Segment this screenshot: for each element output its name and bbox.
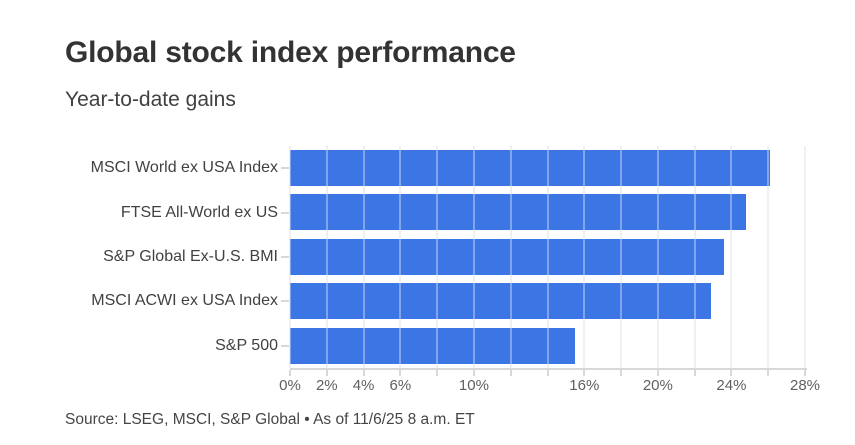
x-axis-tick-label: 6% [389, 377, 412, 394]
x-axis-tick [289, 370, 291, 376]
x-axis-tick [472, 370, 475, 376]
x-axis-tick-label: 0% [279, 377, 301, 394]
source-note: Source: LSEG, MSCI, S&P Global • As of 1… [65, 411, 475, 428]
x-axis-tick-label: 10% [458, 377, 489, 394]
x-axis-tick-label: 4% [352, 377, 375, 394]
category-label: MSCI World ex USA Index [90, 159, 278, 177]
x-axis-line [290, 368, 807, 370]
bar-s-p-500 [290, 327, 576, 364]
x-axis-tick [583, 370, 586, 376]
x-axis-tick [509, 370, 512, 376]
x-axis-tick-label: 24% [716, 377, 747, 394]
x-axis-tick-label: 20% [642, 377, 673, 394]
bar-row: FTSE All-World ex US [65, 190, 830, 234]
category-tick [281, 300, 289, 303]
page-title: Global stock index performance [65, 36, 516, 69]
category-label: S&P 500 [215, 336, 278, 354]
x-axis-tick [620, 370, 623, 376]
x-axis-tick [730, 370, 733, 376]
bar-row: MSCI World ex USA Index [65, 146, 830, 190]
x-axis-tick [362, 370, 365, 376]
x-axis-tick [656, 370, 659, 376]
category-tick [281, 344, 289, 347]
category-tick [281, 211, 289, 214]
category-tick [281, 167, 289, 170]
bar-chart: MSCI World ex USA Index FTSE All-World ex… [65, 146, 830, 398]
category-label: FTSE All-World ex US [120, 203, 278, 221]
bar-s-p-global-ex-u-s-bmi [290, 238, 725, 275]
gridline [730, 146, 733, 368]
x-axis-tick [325, 370, 328, 376]
x-axis-tick-label: 28% [789, 377, 821, 394]
x-axis-tick [546, 370, 549, 376]
x-axis-tick [693, 370, 696, 376]
category-tick [281, 255, 289, 258]
chart-subtitle: Year-to-date gains [65, 88, 236, 111]
bar-ftse-all-world-ex-us [290, 194, 747, 231]
x-axis-tick [399, 370, 402, 376]
bar-row: S&P 500 [65, 324, 830, 368]
bar-row: S&P Global Ex-U.S. BMI [65, 235, 830, 279]
category-label: S&P Global Ex-U.S. BMI [103, 247, 278, 265]
gridline [767, 146, 770, 368]
x-axis-tick-label: 16% [569, 377, 600, 394]
x-axis-tick [436, 370, 439, 376]
x-axis-tick [767, 370, 770, 376]
gridline [804, 146, 806, 368]
x-axis-tick [804, 370, 806, 376]
bar-msci-world-ex-usa-index [290, 150, 771, 186]
category-label: MSCI ACWI ex USA Index [91, 292, 278, 310]
bar-row: MSCI ACWI ex USA Index [65, 279, 830, 323]
bar-msci-acwi-ex-usa-index [290, 283, 712, 320]
x-axis-tick-label: 2% [315, 377, 338, 394]
